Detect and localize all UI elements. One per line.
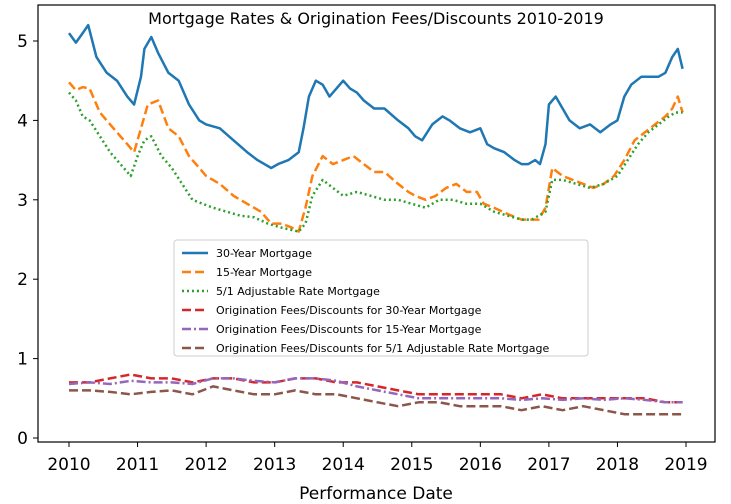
- x-tick-label: 2013: [253, 455, 296, 475]
- legend-box: [173, 239, 589, 357]
- y-tick-label: 2: [17, 270, 28, 290]
- y-tick-label: 4: [17, 111, 28, 131]
- legend-entry-label: Origination Fees/Discounts for 5/1 Adjus…: [216, 342, 550, 355]
- series-line-4: [69, 373, 683, 404]
- y-tick-label: 3: [17, 191, 28, 211]
- x-tick-label: 2012: [184, 455, 227, 475]
- x-tick-label: 2017: [527, 455, 570, 475]
- x-axis-ticks: 2010 2011 2012 2013 2014 2015 2016 2017 2018 2019: [47, 442, 708, 475]
- chart-title: Mortgage Rates & Origination Fees/Discou…: [148, 9, 604, 28]
- y-tick-label: 1: [17, 350, 28, 370]
- series-line-5: [68, 377, 683, 404]
- x-tick-label: 2011: [116, 455, 159, 475]
- series-layer: [67, 23, 684, 416]
- x-tick-label: 2015: [390, 455, 433, 475]
- y-axis-ticks: 0 1 2 3 4 5: [17, 32, 38, 449]
- legend-entry-label: Origination Fees/Discounts for 15-Year M…: [216, 323, 482, 336]
- series-line-2: [68, 81, 684, 233]
- series-line-3: [68, 91, 683, 233]
- series-line-6: [69, 385, 683, 416]
- x-tick-label: 2016: [459, 455, 502, 475]
- series-line-1: [67, 23, 684, 170]
- plot-frame: [37, 4, 716, 443]
- y-tick-label: 5: [17, 32, 28, 52]
- legend-entry-label: 30-Year Mortgage: [216, 247, 312, 260]
- x-tick-label: 2014: [322, 455, 365, 475]
- x-axis-label: Performance Date: [299, 484, 453, 504]
- x-tick-label: 2018: [596, 455, 639, 475]
- x-tick-label: 2010: [47, 455, 90, 475]
- legend-entry-label: 5/1 Adjustable Rate Mortgage: [216, 285, 380, 298]
- y-tick-label: 0: [17, 429, 28, 449]
- legend-entry-label: 15-Year Mortgage: [216, 266, 312, 279]
- legend: 30-Year Mortgage 15-Year Mortgage 5/1 Adju…: [173, 239, 589, 357]
- x-tick-label: 2019: [664, 455, 707, 475]
- legend-entry-label: Origination Fees/Discounts for 30-Year M…: [216, 304, 482, 317]
